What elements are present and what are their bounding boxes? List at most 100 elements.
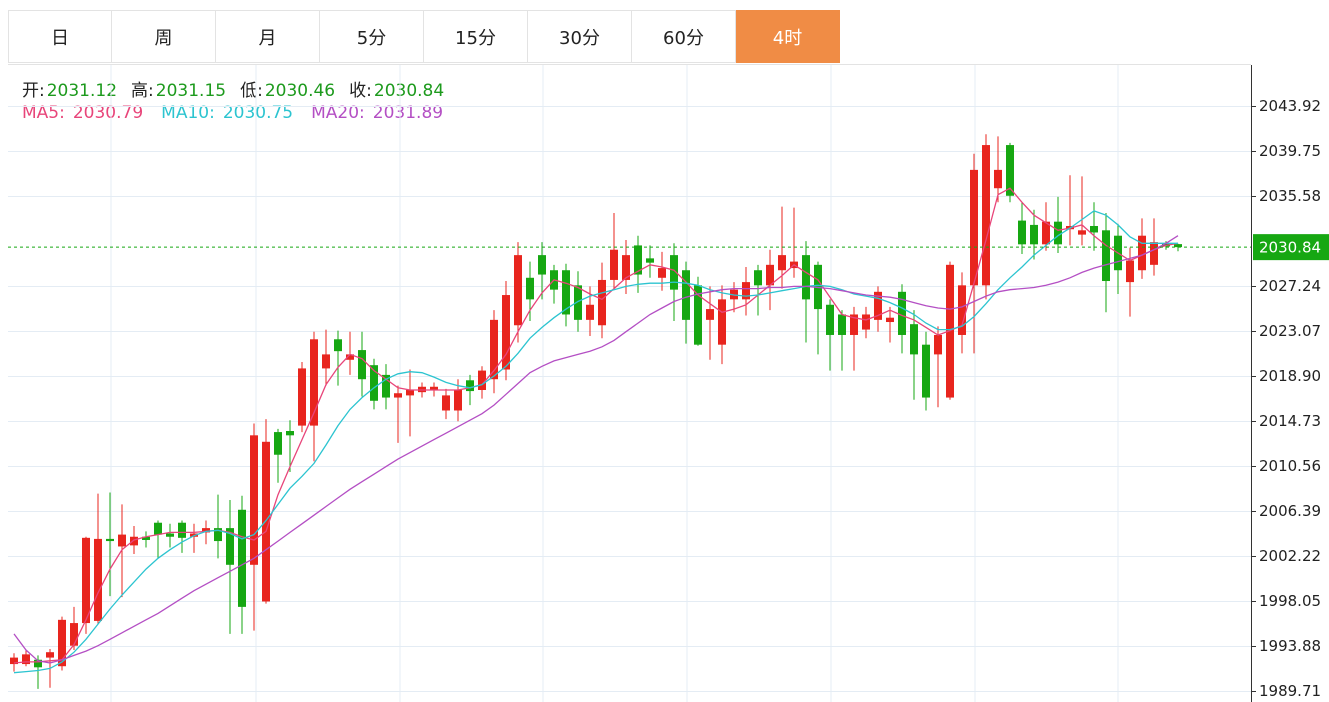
candle-body <box>1018 220 1026 245</box>
candle-body <box>58 619 66 667</box>
y-tick-label: 2010.56 <box>1259 457 1321 475</box>
candle-body <box>370 365 378 401</box>
ma-line <box>13 187 1179 664</box>
candle-body <box>586 304 594 320</box>
candle-body <box>850 314 858 335</box>
candle-body <box>826 304 834 335</box>
legend-value: 2030.75 <box>222 103 294 123</box>
candle-body <box>262 441 270 602</box>
ma-legend: MA5: 2030.79 MA10: 2030.75 MA20: 2031.89 <box>22 103 461 123</box>
ma-line <box>13 210 1178 674</box>
y-tick-label: 2027.24 <box>1259 277 1321 295</box>
candle-body <box>322 354 330 369</box>
candle-body <box>478 370 486 390</box>
y-tick-label: 2023.07 <box>1259 322 1321 340</box>
y-tick-label: 1993.88 <box>1259 637 1321 655</box>
tab[interactable]: 4时 <box>736 10 840 63</box>
y-tick-label: 2039.75 <box>1259 142 1321 160</box>
tab[interactable]: 5分 <box>320 10 424 63</box>
candle-body <box>658 268 666 278</box>
candle-body <box>694 285 702 345</box>
candle-body <box>1150 242 1158 265</box>
candle-body <box>274 432 282 455</box>
tab[interactable]: 60分 <box>632 10 736 63</box>
candle-body <box>622 255 630 280</box>
y-tick-label: 2002.22 <box>1259 547 1321 565</box>
candle-body <box>1090 225 1098 233</box>
legend-name: MA20: <box>311 103 365 123</box>
info-value: 2031.12 <box>46 81 118 101</box>
candle-body <box>94 538 102 621</box>
candle-body <box>1078 230 1086 235</box>
candle-body <box>250 435 258 565</box>
candle-body <box>46 652 54 658</box>
last-price-label: 2030.84 <box>1259 239 1321 257</box>
y-tick-label: 2014.73 <box>1259 412 1321 430</box>
candle-body <box>1138 235 1146 271</box>
legend-name: MA5: <box>22 103 65 123</box>
legend-name: MA10: <box>161 103 215 123</box>
candle-body <box>994 169 1002 189</box>
tab[interactable]: 月 <box>216 10 320 63</box>
candle-body <box>1030 224 1038 245</box>
candle-body <box>406 389 414 396</box>
candle-body <box>754 270 762 286</box>
y-tick-label: 2018.90 <box>1259 367 1321 385</box>
legend-value: 2030.79 <box>72 103 144 123</box>
candle-body <box>118 534 126 547</box>
candle-body <box>142 536 150 540</box>
tab[interactable]: 15分 <box>424 10 528 63</box>
candle-body <box>70 623 78 646</box>
candle-body <box>538 255 546 275</box>
candle-body <box>646 258 654 263</box>
candle-body <box>862 314 870 330</box>
candle-body <box>430 386 438 390</box>
candle-body <box>574 285 582 320</box>
candle-body <box>34 659 42 668</box>
candle-body <box>382 374 390 398</box>
candle-body <box>934 334 942 355</box>
y-tick-label: 2043.92 <box>1259 97 1321 115</box>
candle-body <box>334 339 342 352</box>
candle-body <box>526 277 534 300</box>
info-label: 收: <box>349 81 372 101</box>
tab[interactable]: 周 <box>112 10 216 63</box>
tab[interactable]: 日 <box>8 10 112 63</box>
candle-body <box>682 270 690 320</box>
candle-body <box>610 249 618 280</box>
candle-body <box>502 295 510 370</box>
candle-body <box>490 319 498 380</box>
tab[interactable]: 30分 <box>528 10 632 63</box>
candle-body <box>106 538 114 542</box>
candle-body <box>922 344 930 398</box>
candle-body <box>634 245 642 275</box>
y-tick-label: 2006.39 <box>1259 502 1321 520</box>
candle-body <box>1174 244 1182 248</box>
candle-body <box>154 522 162 535</box>
candle-body <box>838 314 846 335</box>
candle-body <box>310 339 318 426</box>
candle-body <box>10 657 18 665</box>
candle-body <box>466 380 474 392</box>
info-value: 2030.84 <box>373 81 445 101</box>
info-value: 2031.15 <box>155 81 227 101</box>
y-tick-label: 2035.58 <box>1259 187 1321 205</box>
candle-body <box>1126 260 1134 283</box>
candle-body <box>982 145 990 286</box>
candle-body <box>886 317 894 323</box>
candle-body <box>178 522 186 538</box>
candle-body <box>130 536 138 546</box>
candle-body <box>202 528 210 533</box>
candle-body <box>562 270 570 315</box>
vertical-grid <box>110 65 1119 702</box>
candle-body <box>670 255 678 290</box>
candle-body <box>718 299 726 345</box>
candle-body <box>166 533 174 537</box>
candle-body <box>214 528 222 542</box>
candle-body <box>442 395 450 411</box>
legend-value: 2031.89 <box>372 103 444 123</box>
candle-body <box>346 354 354 360</box>
info-label: 高: <box>131 81 154 101</box>
ma-line <box>13 235 1179 664</box>
